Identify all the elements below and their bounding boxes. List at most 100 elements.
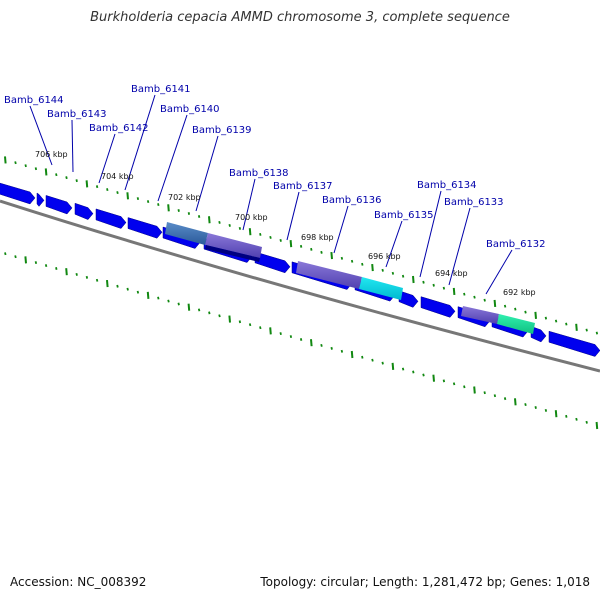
gene-arrow bbox=[0, 182, 36, 205]
tick-mark bbox=[350, 350, 354, 359]
tick-mark bbox=[565, 322, 568, 326]
backbone-line bbox=[0, 199, 600, 373]
tick-mark bbox=[136, 290, 140, 294]
tick-mark bbox=[595, 331, 599, 335]
gene-label-bamb-6136: Bamb_6136 bbox=[322, 195, 382, 206]
tick-mark bbox=[167, 299, 170, 303]
leader-line bbox=[29, 105, 53, 166]
tick-mark bbox=[197, 308, 201, 312]
tick-mark bbox=[24, 256, 27, 264]
tick-mark bbox=[422, 373, 425, 377]
gene-arrow bbox=[548, 330, 600, 357]
tick-mark bbox=[85, 180, 89, 188]
leader-line bbox=[448, 207, 471, 286]
tick-mark bbox=[116, 284, 119, 288]
leader-line bbox=[71, 119, 74, 173]
tick-mark bbox=[34, 167, 38, 171]
tick-mark bbox=[259, 232, 262, 236]
gene-arrow bbox=[74, 202, 94, 220]
tick-mark bbox=[4, 252, 7, 256]
tick-mark bbox=[126, 287, 129, 291]
tick-mark bbox=[208, 216, 211, 224]
tick-mark bbox=[554, 319, 558, 323]
tick-mark bbox=[473, 295, 476, 299]
tick-mark bbox=[493, 299, 497, 308]
tick-mark bbox=[279, 238, 282, 242]
tick-mark bbox=[187, 303, 191, 311]
tick-mark bbox=[289, 335, 293, 338]
label-leader-lines bbox=[29, 94, 513, 295]
tick-mark bbox=[554, 410, 558, 418]
tick-mark bbox=[575, 323, 578, 331]
tick-mark bbox=[65, 268, 68, 276]
tick-mark bbox=[381, 268, 384, 272]
gene-label-bamb-6134: Bamb_6134 bbox=[417, 180, 477, 191]
tick-mark bbox=[340, 256, 344, 260]
tick-mark bbox=[44, 264, 48, 267]
leader-line bbox=[242, 178, 256, 231]
leader-line bbox=[286, 191, 300, 241]
leader-line bbox=[124, 94, 156, 191]
tick-mark bbox=[412, 275, 415, 284]
tick-mark bbox=[432, 374, 435, 382]
tick-mark bbox=[187, 212, 191, 215]
tick-mark bbox=[24, 164, 27, 168]
tick-mark bbox=[218, 221, 221, 224]
tick-mark bbox=[503, 397, 507, 401]
tick-mark bbox=[493, 394, 497, 398]
tick-mark bbox=[463, 385, 466, 389]
tick-mark bbox=[106, 188, 109, 192]
tick-mark bbox=[381, 361, 384, 365]
tick-mark bbox=[218, 314, 221, 318]
feature-blocks bbox=[165, 222, 535, 334]
tick-mark bbox=[269, 235, 272, 239]
tick-mark bbox=[320, 343, 323, 347]
kbp-label: 694 kbp bbox=[435, 269, 468, 278]
tick-mark bbox=[361, 355, 364, 359]
tick-mark bbox=[55, 173, 58, 177]
kbp-label: 692 kbp bbox=[503, 288, 536, 297]
tick-mark bbox=[371, 358, 374, 362]
tick-mark bbox=[14, 161, 17, 165]
gene-label-bamb-6137: Bamb_6137 bbox=[273, 181, 333, 192]
tick-mark bbox=[330, 252, 333, 260]
feature-block bbox=[461, 306, 499, 324]
tick-mark bbox=[146, 200, 150, 204]
tick-mark bbox=[55, 267, 58, 270]
gene-label-bamb-6139: Bamb_6139 bbox=[192, 125, 252, 136]
tick-mark bbox=[238, 320, 242, 324]
tick-mark bbox=[4, 156, 7, 164]
gene-label-bamb-6135: Bamb_6135 bbox=[374, 210, 434, 221]
tick-mark bbox=[279, 332, 282, 336]
feature-block bbox=[497, 314, 535, 334]
gene-label-bamb-6141: Bamb_6141 bbox=[131, 84, 191, 95]
tick-mark bbox=[452, 287, 456, 296]
gene-label-bamb-6143: Bamb_6143 bbox=[47, 109, 107, 120]
outer-tick-marks bbox=[4, 156, 599, 335]
leader-line bbox=[157, 114, 188, 202]
tick-mark bbox=[595, 421, 599, 430]
leader-line bbox=[485, 249, 513, 295]
gene-label-bamb-6144: Bamb_6144 bbox=[4, 95, 64, 106]
tick-mark bbox=[95, 185, 99, 189]
tick-mark bbox=[310, 247, 313, 251]
tick-mark bbox=[565, 414, 568, 418]
tick-mark bbox=[585, 420, 588, 424]
kbp-labels: 706 kbp 704 kbp 702 kbp 700 kbp 698 kbp … bbox=[35, 150, 536, 297]
tick-mark bbox=[575, 417, 578, 421]
tick-mark bbox=[157, 296, 160, 300]
tick-mark bbox=[544, 409, 548, 412]
tick-mark bbox=[177, 209, 180, 212]
tick-mark bbox=[299, 244, 303, 248]
leader-line bbox=[385, 220, 403, 268]
gene-arrow bbox=[36, 192, 45, 207]
tick-mark bbox=[350, 259, 354, 263]
tick-mark bbox=[146, 291, 150, 299]
tick-mark bbox=[483, 391, 486, 395]
map-title: Burkholderia cepacia AMMD chromosome 3, … bbox=[90, 10, 510, 25]
inner-tick-marks bbox=[4, 252, 599, 430]
tick-mark bbox=[228, 224, 231, 227]
tick-mark bbox=[442, 379, 446, 383]
gene-arrow bbox=[398, 290, 419, 308]
tick-mark bbox=[330, 346, 333, 350]
